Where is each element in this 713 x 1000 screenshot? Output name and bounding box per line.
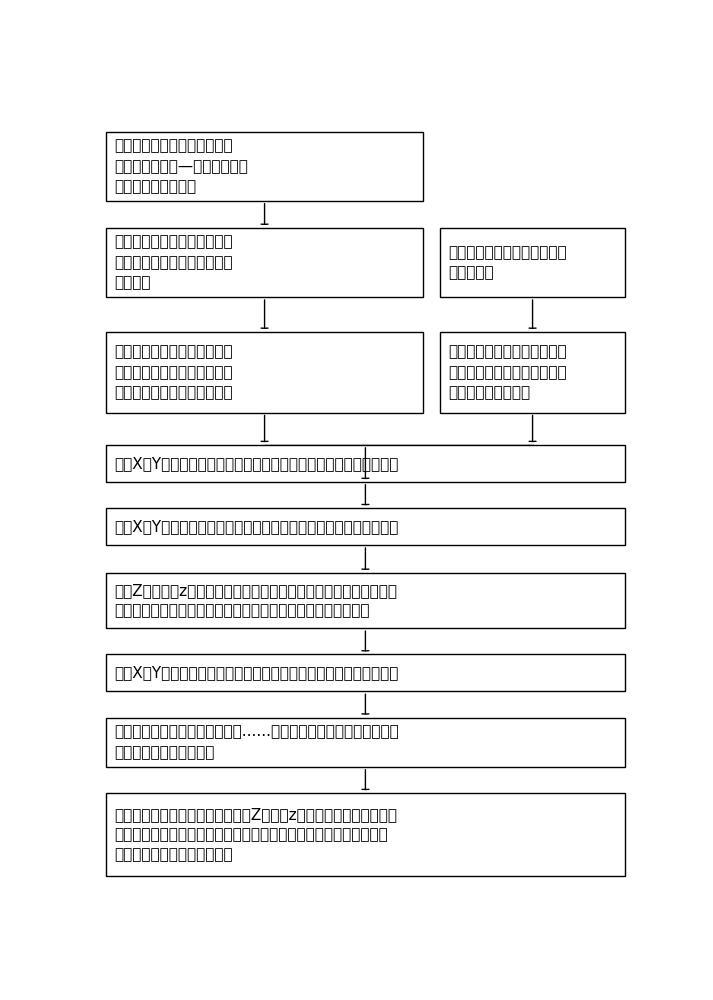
FancyBboxPatch shape <box>106 132 424 201</box>
Text: 按相同过程打印第四层、第五层......，始终始终保持最上面两层在融
合，下面的层在充分反应: 按相同过程打印第四层、第五层......，始终始终保持最上面两层在融 合，下面的… <box>114 724 399 760</box>
FancyBboxPatch shape <box>106 332 424 413</box>
FancyBboxPatch shape <box>106 793 625 876</box>
Text: 利用双通道注射泵调节同轴喷
头外喷头和内喷头液体流速，
得到含有细胞的中空凝胶纤维: 利用双通道注射泵调节同轴喷 头外喷头和内喷头液体流速， 得到含有细胞的中空凝胶纤… <box>114 344 232 400</box>
Text: 驱动X、Y轴运动进行第三层的打印，中空凝胶纤维层与层融合在一起: 驱动X、Y轴运动进行第三层的打印，中空凝胶纤维层与层融合在一起 <box>114 665 399 680</box>
Text: 利用控制系统，根据成形条件
设置平台运动速度，根据融合
条件设置线距和层高: 利用控制系统，根据成形条件 设置平台运动速度，根据融合 条件设置线距和层高 <box>448 344 567 400</box>
FancyBboxPatch shape <box>106 573 625 628</box>
Text: 制备凝胶先驱材料溶液，添加
细胞，制备细胞—溶液混合物；
制备凝胶交联剂溶液: 制备凝胶先驱材料溶液，添加 细胞，制备细胞—溶液混合物； 制备凝胶交联剂溶液 <box>114 138 248 194</box>
FancyBboxPatch shape <box>106 508 625 545</box>
FancyBboxPatch shape <box>106 228 424 297</box>
Text: 构建三维模型，分层得到每层
的代码信息: 构建三维模型，分层得到每层 的代码信息 <box>448 245 567 280</box>
Text: 当整个三维结构打印完成后，驱动Z轴，使z形板下降适当的距离，使
整个结构完全浸泡在氯化钙溶液中，完全反应后得到具有一定强度且
内部具有通道的三维生物结构: 当整个三维结构打印完成后，驱动Z轴，使z形板下降适当的距离，使 整个结构完全浸泡… <box>114 807 397 862</box>
FancyBboxPatch shape <box>106 718 625 767</box>
Text: 将配置好的溶液放入相应的注
射器中，注射器放置在双通道
注射泵上: 将配置好的溶液放入相应的注 射器中，注射器放置在双通道 注射泵上 <box>114 235 232 290</box>
Text: 驱动X、Y轴运动进行第一层的打印，中空凝胶纤维线与线融合在一起: 驱动X、Y轴运动进行第一层的打印，中空凝胶纤维线与线融合在一起 <box>114 456 399 471</box>
Text: 驱动Z轴运动使z形板下降一层的距离，使打印完成的第一层浸泡在氯
化钙中充分反应且使打印完成的第二层依然暴露在氯化钙液面外: 驱动Z轴运动使z形板下降一层的距离，使打印完成的第一层浸泡在氯 化钙中充分反应且… <box>114 583 397 618</box>
Text: 驱动X、Y轴运动进行第二层的打印，中空凝胶纤维层与层融合在一起: 驱动X、Y轴运动进行第二层的打印，中空凝胶纤维层与层融合在一起 <box>114 519 399 534</box>
FancyBboxPatch shape <box>440 332 625 413</box>
FancyBboxPatch shape <box>106 445 625 482</box>
FancyBboxPatch shape <box>440 228 625 297</box>
FancyBboxPatch shape <box>106 654 625 691</box>
